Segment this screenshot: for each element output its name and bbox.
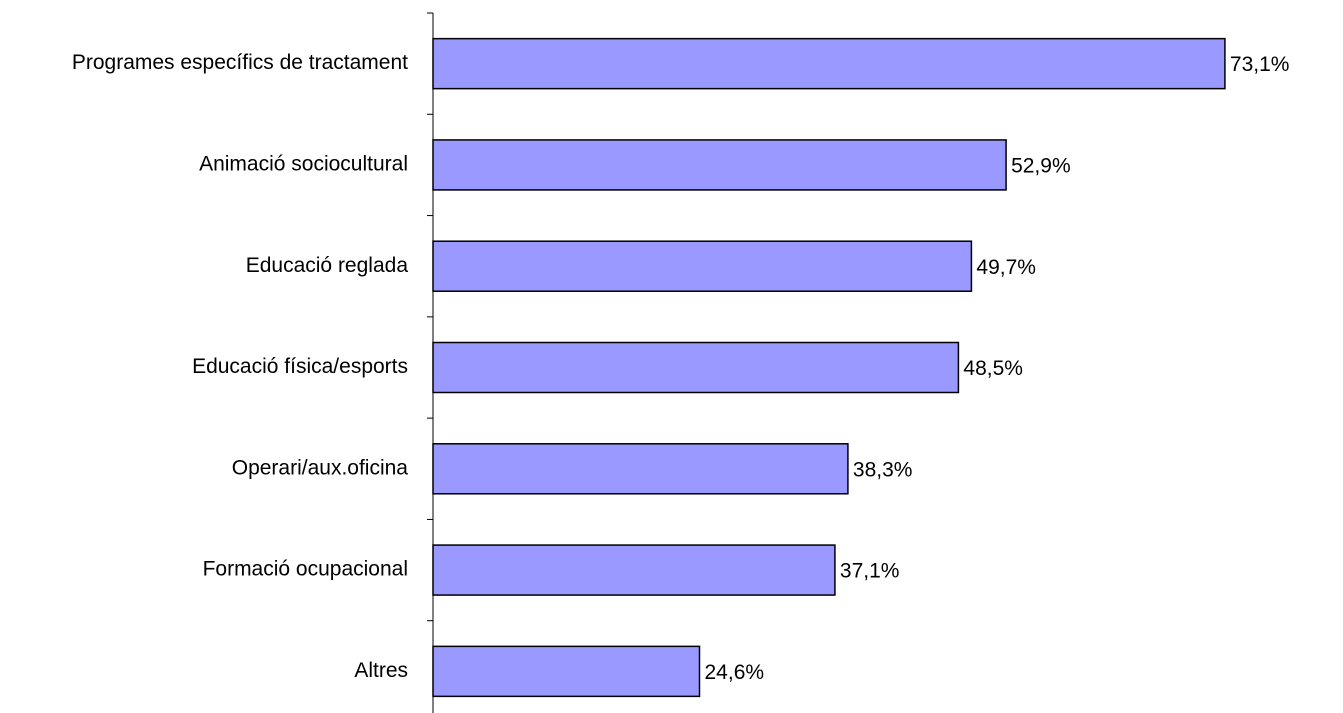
bar: [432, 341, 960, 394]
category-label: Programes específics de tractament: [72, 51, 408, 74]
category-label: Altres: [354, 659, 408, 682]
category-label: Educació física/esports: [192, 355, 408, 378]
value-label: 24,6%: [705, 661, 765, 684]
value-label: 52,9%: [1011, 154, 1071, 177]
category-label: Operari/aux.oficina: [232, 456, 409, 479]
value-label: 38,3%: [853, 458, 913, 481]
bar: [432, 139, 1007, 191]
category-label: Formació ocupacional: [203, 558, 408, 581]
bar: [432, 645, 701, 698]
value-label: 48,5%: [963, 357, 1023, 380]
bar: [432, 544, 836, 596]
category-label: Animació sociocultural: [199, 152, 408, 175]
value-label: 73,1%: [1230, 53, 1290, 76]
category-label: Educació reglada: [246, 254, 409, 277]
value-label: 37,1%: [840, 560, 900, 583]
value-label: 49,7%: [976, 256, 1036, 279]
bar: [432, 37, 1226, 90]
bar: [432, 240, 973, 292]
bar: [432, 443, 849, 495]
